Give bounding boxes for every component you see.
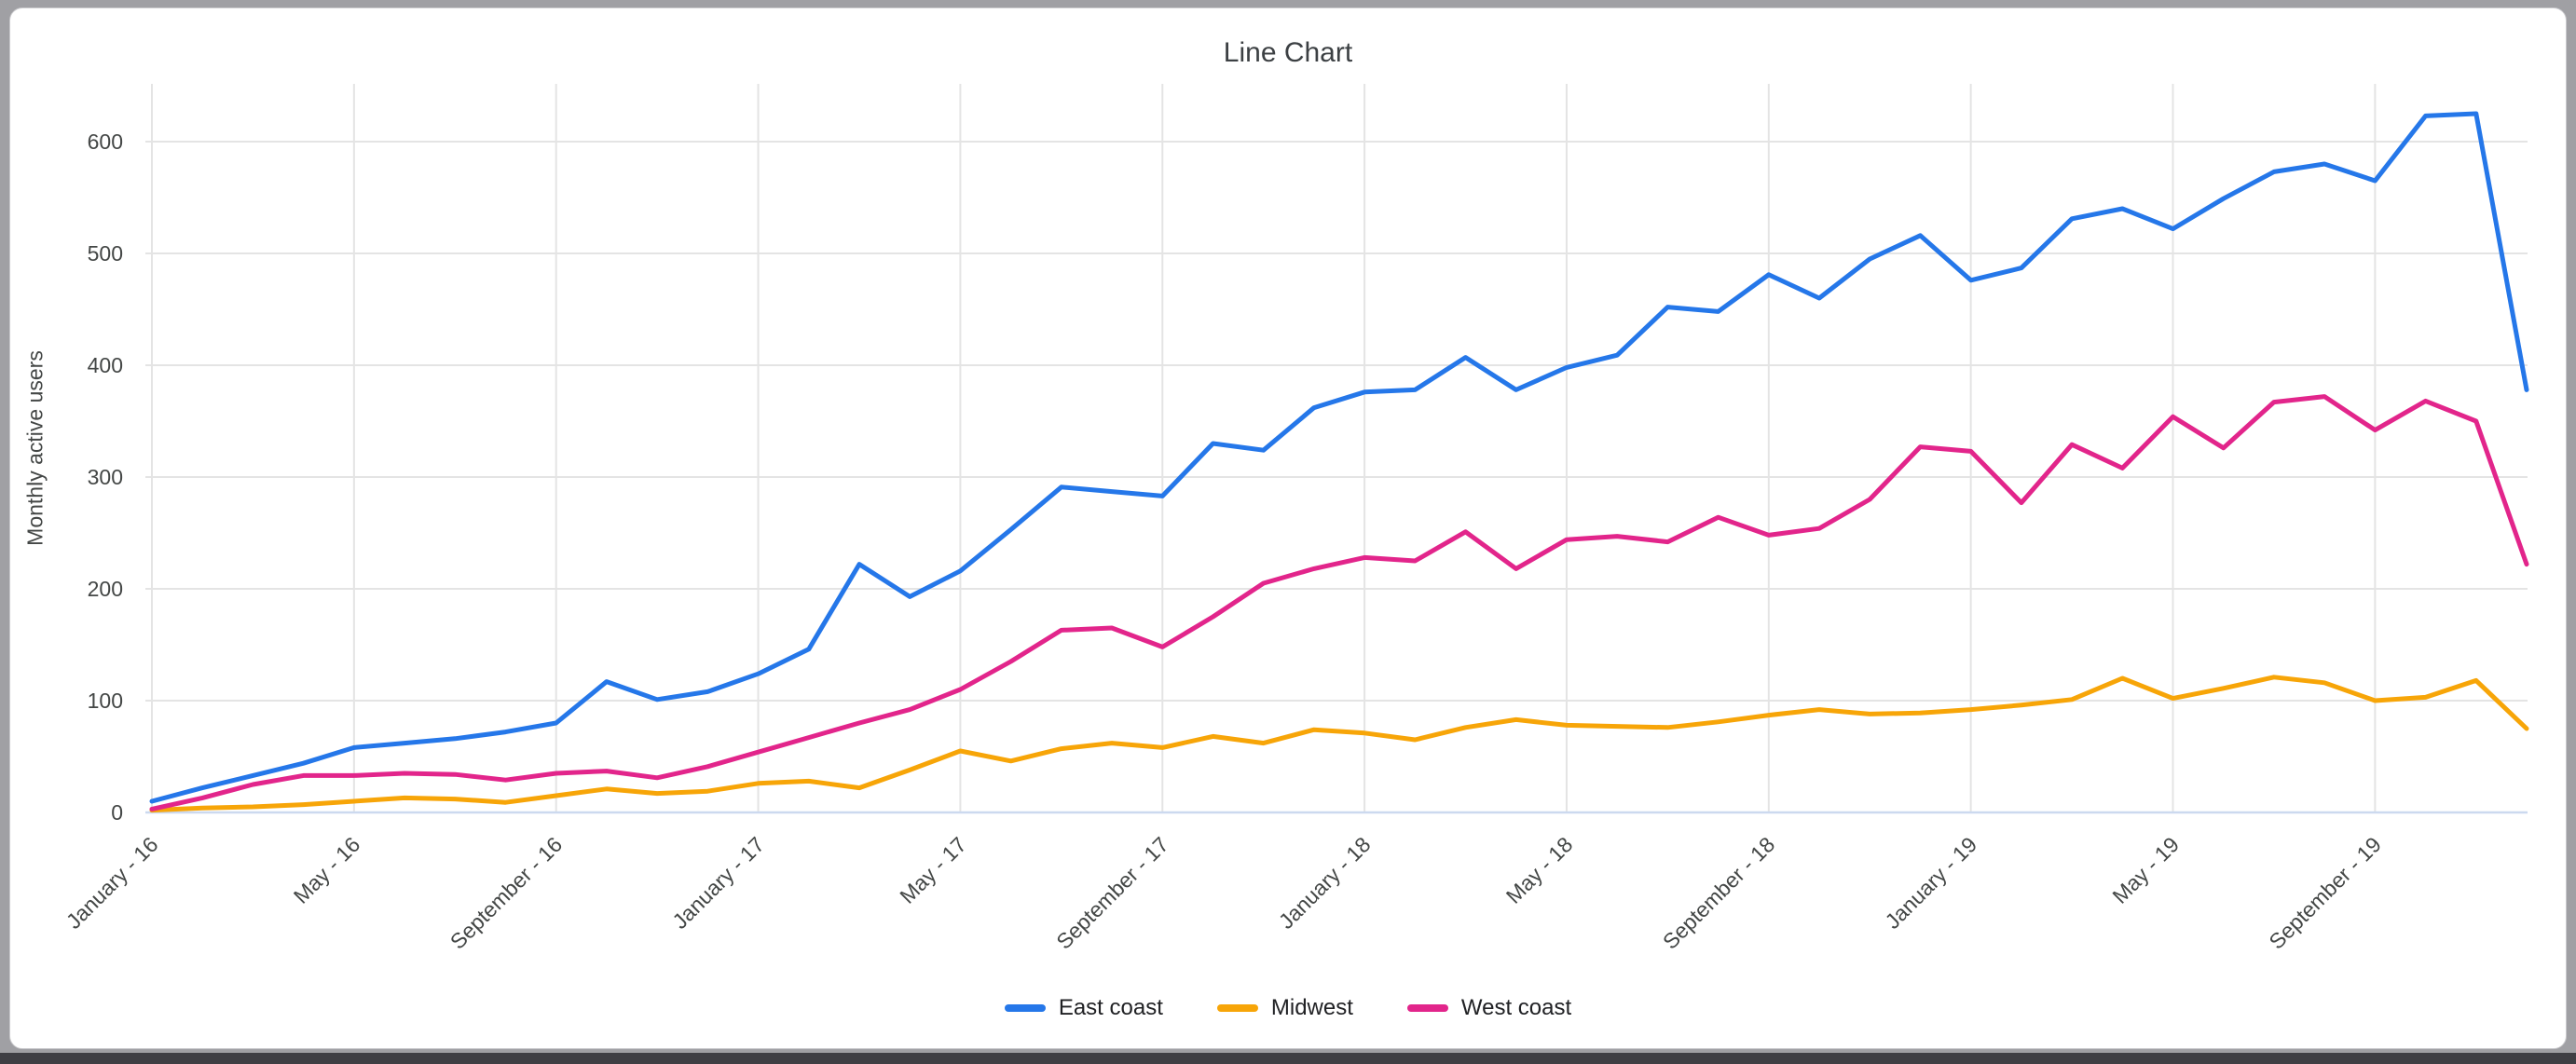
y-tick-label: 400 xyxy=(88,353,123,377)
legend-label: East coast xyxy=(1058,995,1163,1020)
series-line-east-coast[interactable] xyxy=(149,111,2529,804)
x-tick-label: September - 17 xyxy=(1051,832,1172,953)
series-line-midwest[interactable] xyxy=(149,675,2529,813)
east-coast-swatch-icon xyxy=(1004,1004,1046,1012)
window-bottom-edge xyxy=(0,1053,2576,1064)
x-tick-label: May - 19 xyxy=(2107,832,2184,908)
y-tick-label: 100 xyxy=(88,689,123,713)
legend-item-east-coast[interactable]: East coast xyxy=(1004,995,1163,1021)
x-tick-label: September - 16 xyxy=(445,832,567,953)
legend-label: West coast xyxy=(1460,995,1572,1020)
y-tick-label: 0 xyxy=(111,800,123,825)
x-tick-label: January - 19 xyxy=(1880,832,1981,934)
legend: East coast Midwest West coast xyxy=(0,995,2576,1021)
x-tick-label: January - 18 xyxy=(1274,832,1376,934)
legend-item-west-coast[interactable]: West coast xyxy=(1406,995,1572,1021)
chart-title: Line Chart xyxy=(1223,37,1353,68)
x-tick-label: September - 18 xyxy=(1658,832,1779,953)
x-tick-label: September - 19 xyxy=(2264,832,2385,953)
legend-item-midwest[interactable]: Midwest xyxy=(1216,995,1353,1021)
chart-card xyxy=(9,7,2567,1049)
midwest-swatch-icon xyxy=(1216,1004,1258,1012)
y-tick-label: 600 xyxy=(88,130,123,154)
y-tick-label: 200 xyxy=(88,577,123,601)
west-coast-swatch-icon xyxy=(1406,1004,1448,1012)
y-tick-label: 500 xyxy=(88,241,123,266)
x-tick-label: May - 17 xyxy=(895,832,971,908)
x-tick-label: May - 16 xyxy=(289,832,365,908)
x-tick-label: January - 17 xyxy=(667,832,769,934)
x-tick-label: January - 16 xyxy=(62,832,163,934)
series-line-west-coast[interactable] xyxy=(149,394,2529,812)
x-tick-label: May - 18 xyxy=(1501,832,1578,908)
y-tick-label: 300 xyxy=(88,465,123,489)
legend-label: Midwest xyxy=(1270,995,1353,1020)
